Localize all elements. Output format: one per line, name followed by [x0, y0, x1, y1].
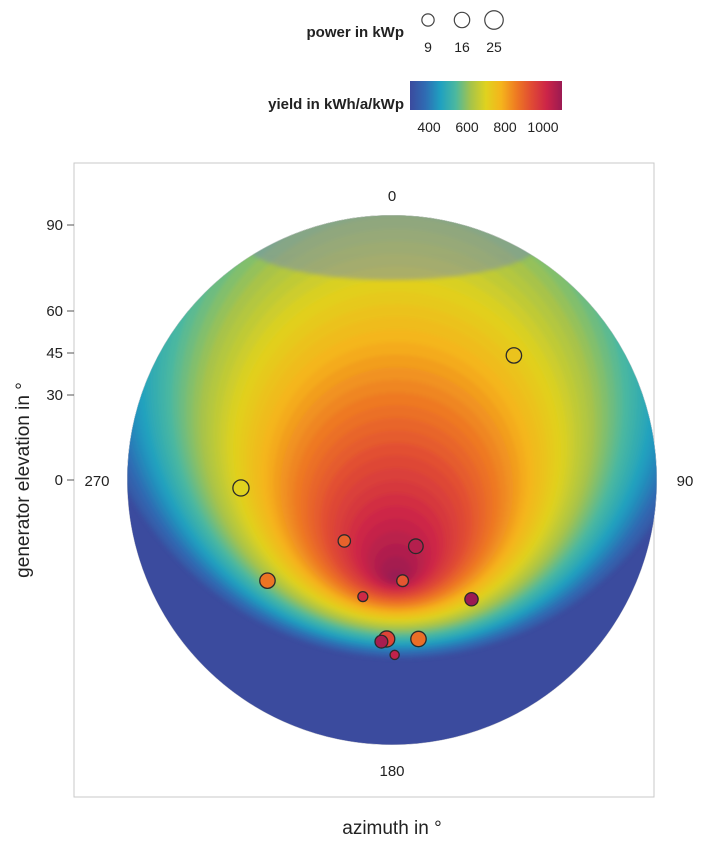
- size-legend-title: power in kWp: [307, 24, 405, 41]
- data-point: [232, 479, 250, 497]
- data-point: [505, 347, 523, 364]
- size-legend-circle: [453, 11, 471, 29]
- x-axis-title: azimuth in °: [342, 818, 441, 839]
- data-point: [396, 574, 410, 588]
- size-legend-circle: [484, 10, 504, 30]
- data-point: [410, 630, 427, 648]
- data-point: [389, 649, 400, 661]
- data-point: [374, 634, 389, 649]
- color-legend-tick-label: 600: [455, 119, 479, 135]
- color-legend-bar: [410, 81, 562, 110]
- data-point: [464, 591, 479, 607]
- data-point: [407, 538, 424, 555]
- azimuth-label-90: 90: [677, 473, 694, 490]
- azimuth-label-270: 270: [84, 473, 109, 490]
- data-point: [357, 590, 369, 603]
- data-point: [259, 572, 276, 590]
- elevation-axis: 90 60 45 30 0: [46, 217, 74, 489]
- color-legend-tick-label: 800: [493, 119, 517, 135]
- color-legend-tick-label: 400: [417, 119, 441, 135]
- azimuth-labels: 0 90 180 270: [84, 188, 693, 780]
- azimuth-label-180: 180: [379, 763, 404, 780]
- size-legend-label: 16: [454, 39, 470, 55]
- color-legend-title: yield in kWh/a/kWp: [268, 96, 404, 113]
- color-legend-ticks: 400 600 800 1000: [417, 119, 558, 135]
- color-legend-tick-label: 1000: [527, 119, 558, 135]
- azimuth-label-0: 0: [388, 188, 396, 205]
- elevation-tick-label: 30: [46, 387, 63, 404]
- data-point: [337, 534, 352, 548]
- size-legend-label: 25: [486, 39, 502, 55]
- size-legend-circle: [421, 13, 435, 27]
- y-axis-title: generator elevation in °: [13, 382, 34, 578]
- elevation-tick-label: 0: [55, 472, 63, 489]
- data-points: [232, 347, 523, 661]
- size-legend: 9 16 25: [421, 10, 504, 55]
- elevation-tick-label: 60: [46, 303, 63, 320]
- size-legend-label: 9: [424, 39, 432, 55]
- elevation-tick-label: 90: [46, 217, 63, 234]
- elevation-tick-label: 45: [46, 345, 63, 362]
